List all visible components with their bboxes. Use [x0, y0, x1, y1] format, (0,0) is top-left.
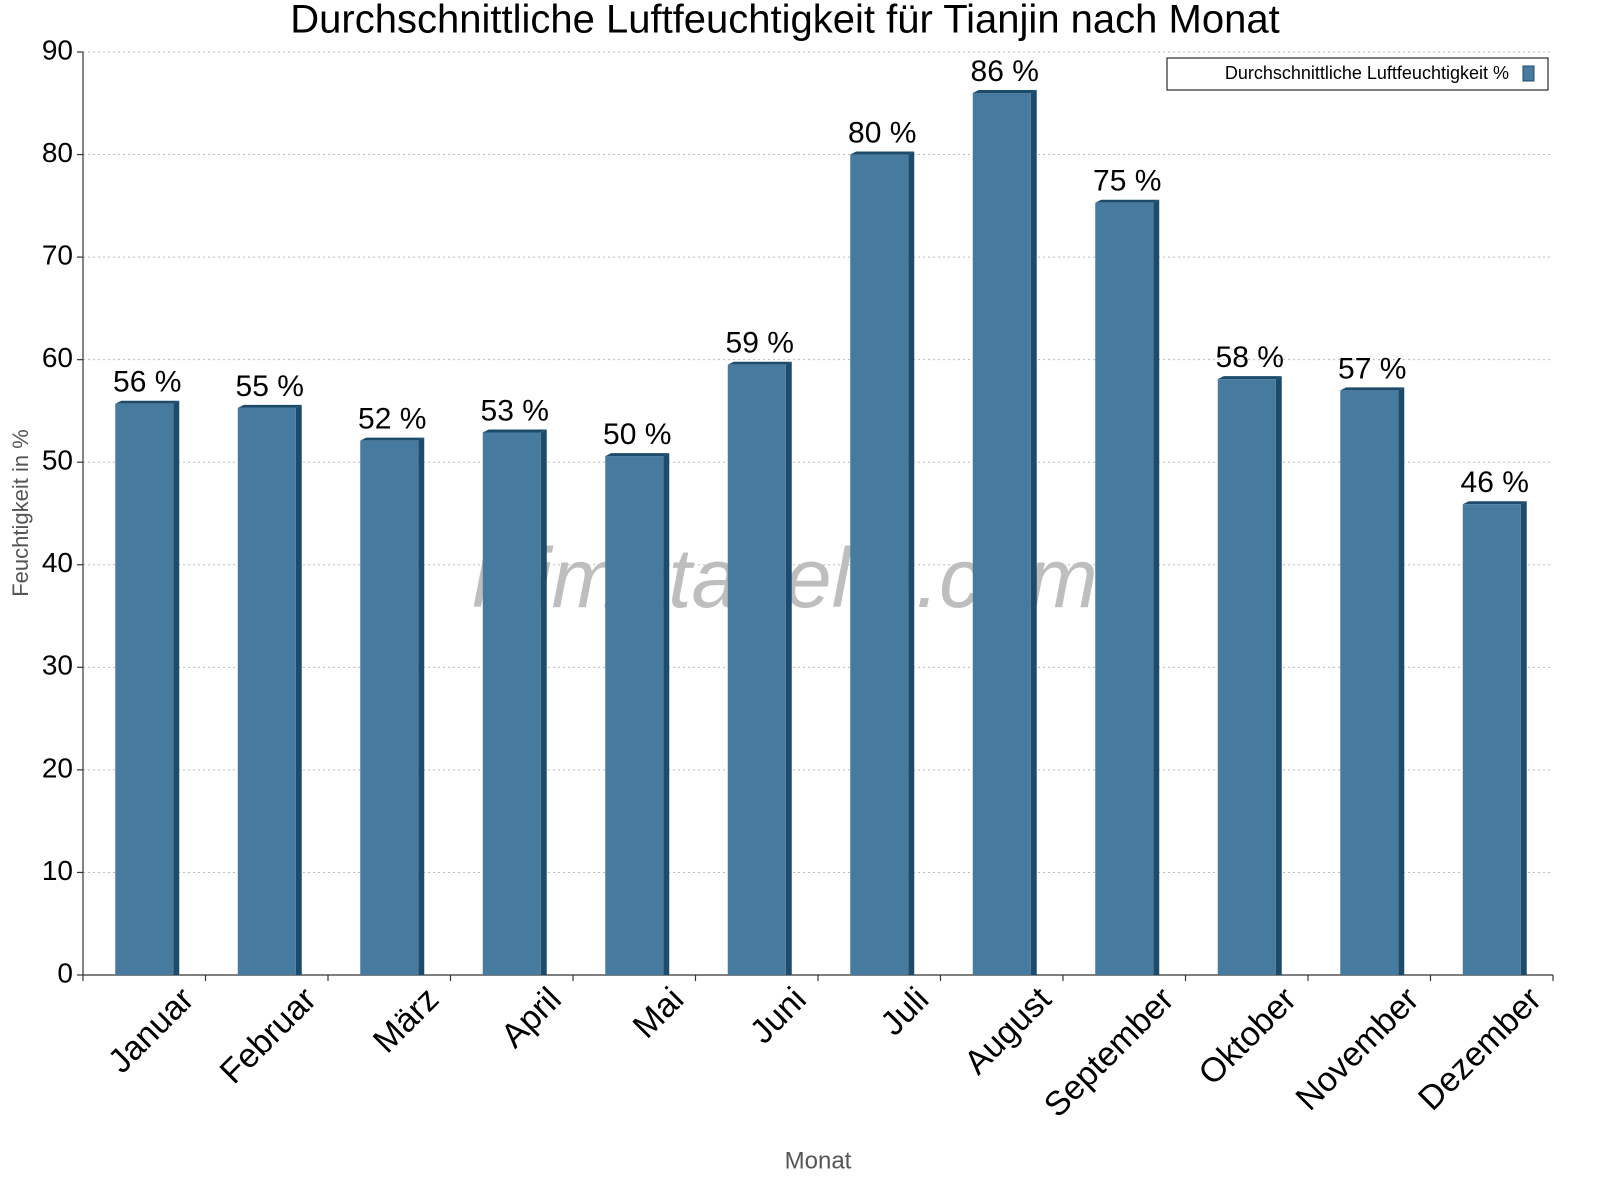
value-label: 53 %: [481, 394, 549, 427]
y-tick-label: 60: [42, 342, 73, 373]
x-tick-label: Februar: [213, 980, 324, 1091]
value-label: 56 %: [113, 366, 181, 399]
y-tick-label: 80: [42, 137, 73, 168]
bar-top: [727, 361, 792, 365]
y-tick-label: 70: [42, 240, 73, 271]
value-label: 58 %: [1216, 341, 1284, 374]
bar-side: [663, 453, 670, 976]
bar-top: [482, 429, 547, 433]
legend-label: Durchschnittliche Luftfeuchtigkeit %: [1225, 63, 1509, 83]
chart-title: Durchschnittliche Luftfeuchtigkeit für T…: [290, 0, 1279, 42]
bar-top: [850, 151, 915, 155]
bar-side: [295, 404, 302, 975]
bar-top: [972, 90, 1037, 94]
x-tick-label: September: [1037, 980, 1181, 1124]
y-tick-label: 50: [42, 445, 73, 476]
bar: [1340, 390, 1399, 975]
bar-side: [418, 437, 425, 975]
bar: [727, 364, 786, 975]
bar-top: [1217, 376, 1282, 380]
x-tick-label: März: [366, 980, 446, 1060]
y-tick-label: 30: [42, 650, 73, 681]
bar: [972, 93, 1031, 976]
y-tick-label: 10: [42, 855, 73, 886]
bar: [1462, 504, 1521, 975]
bar: [1095, 202, 1154, 976]
bar-top: [237, 404, 302, 408]
y-tick-label: 40: [42, 547, 73, 578]
bar: [360, 440, 419, 975]
bar-side: [785, 361, 792, 975]
x-tick-label: November: [1288, 980, 1426, 1118]
value-label: 86 %: [971, 55, 1039, 88]
x-tick-label: Mai: [626, 980, 692, 1046]
bar: [482, 432, 541, 976]
x-tick-label: Juni: [743, 980, 814, 1051]
bar-side: [1275, 376, 1282, 975]
value-label: 75 %: [1093, 165, 1161, 198]
bar-top: [1340, 387, 1405, 391]
bar: [605, 456, 664, 976]
bar-top: [115, 400, 180, 404]
bar: [115, 403, 174, 975]
bar-side: [540, 429, 547, 976]
bar-side: [173, 400, 180, 975]
x-tick-label: Juli: [873, 980, 936, 1043]
x-tick-label: Januar: [101, 980, 201, 1080]
bar: [1217, 379, 1276, 975]
value-label: 46 %: [1461, 466, 1529, 499]
value-label: 80 %: [848, 116, 916, 149]
y-tick-label: 20: [42, 752, 73, 783]
x-tick-label: Dezember: [1411, 980, 1549, 1118]
value-label: 50 %: [603, 418, 671, 451]
legend-box: [1166, 57, 1549, 91]
bar-top: [1462, 501, 1527, 505]
y-tick-label: 0: [57, 957, 73, 988]
value-label: 57 %: [1338, 352, 1406, 385]
x-tick-label: April: [494, 980, 569, 1055]
bar-side: [1520, 501, 1527, 975]
bar-top: [1095, 199, 1160, 203]
bar-side: [1398, 387, 1405, 975]
value-label: 59 %: [726, 327, 794, 360]
x-axis-title: Monat: [785, 1147, 852, 1174]
bar-top: [360, 437, 425, 441]
bar-top: [605, 453, 670, 457]
value-label: 52 %: [358, 403, 426, 436]
bar-side: [1030, 90, 1037, 976]
bar-side: [1153, 199, 1160, 976]
y-tick-label: 90: [42, 34, 73, 65]
bar-side: [908, 151, 915, 976]
bar: [237, 407, 296, 975]
x-tick-label: Oktober: [1191, 980, 1303, 1092]
value-label: 55 %: [236, 370, 304, 403]
bar: [850, 154, 909, 976]
legend-swatch: [1522, 65, 1535, 82]
y-axis-title: Feuchtigkeit in %: [8, 429, 33, 597]
x-tick-label: August: [957, 980, 1059, 1082]
